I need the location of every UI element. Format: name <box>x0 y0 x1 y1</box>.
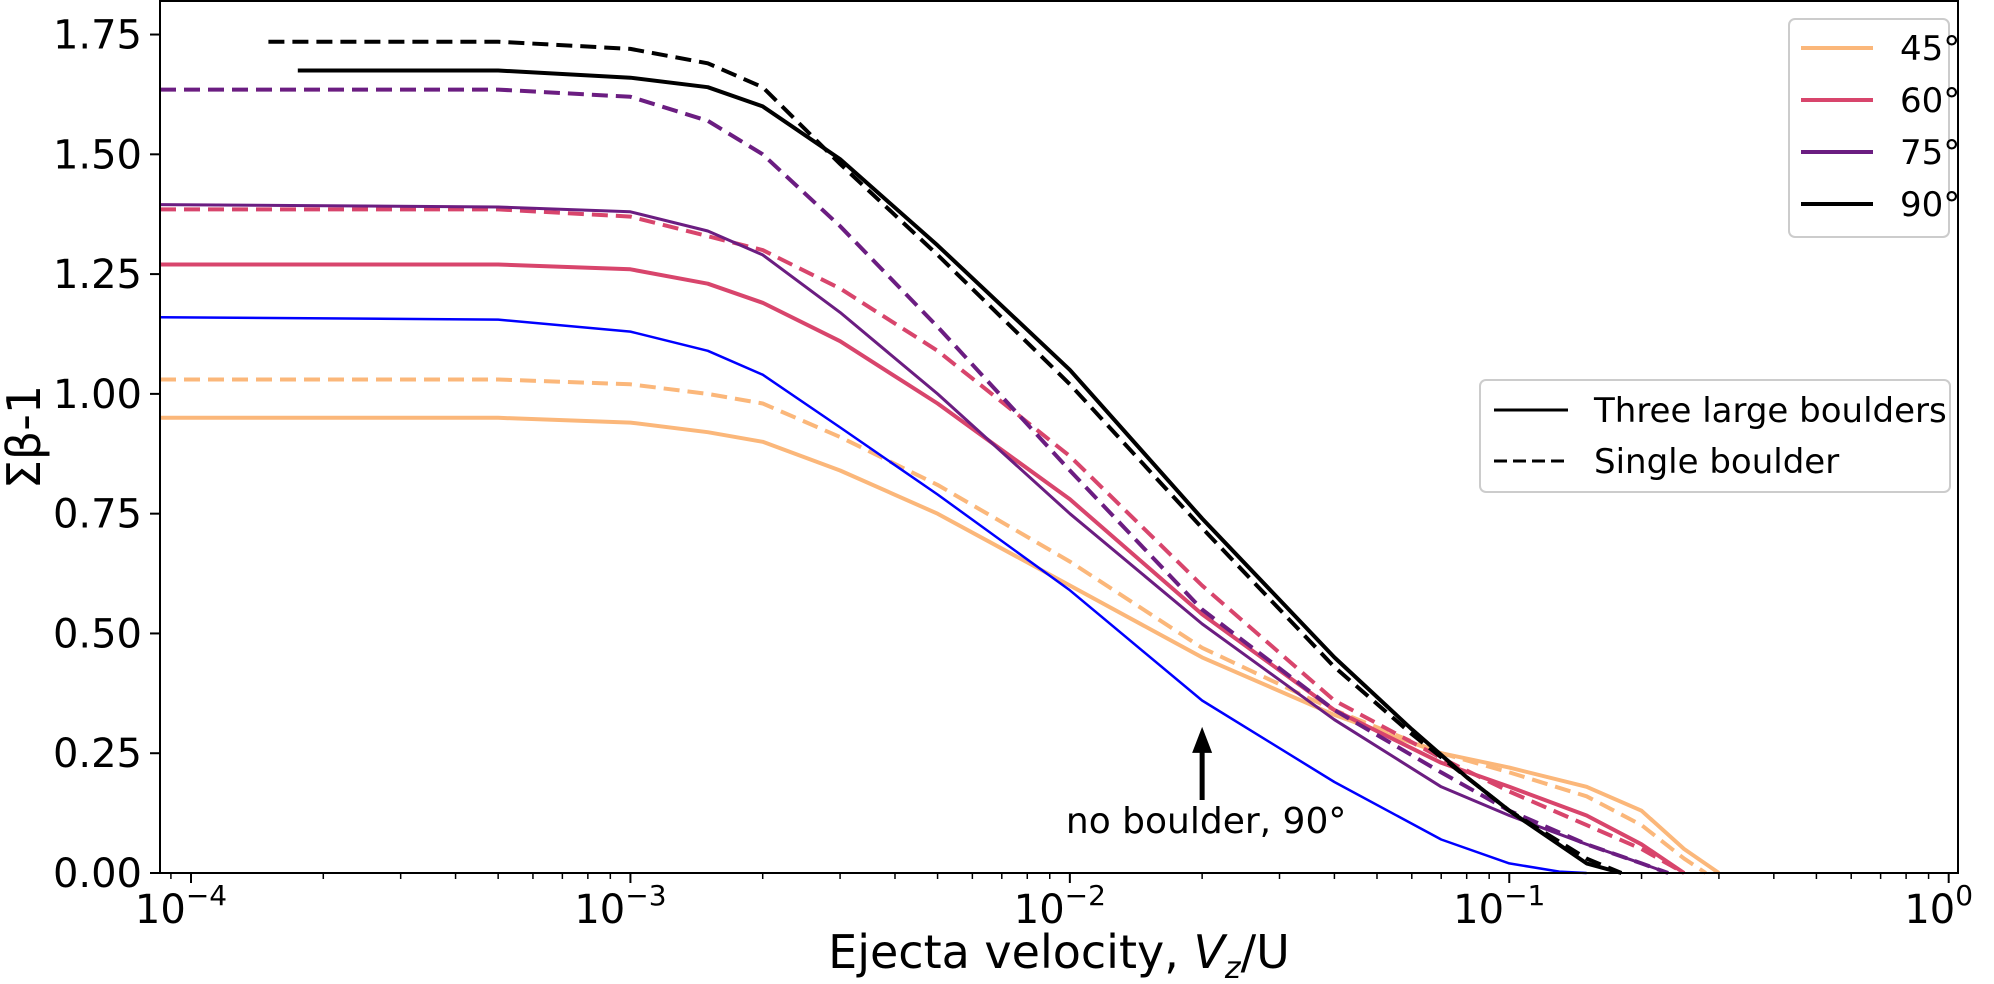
y-axis-label: Σβ-1 <box>0 385 51 489</box>
legend-angles-label: 90° <box>1900 185 1960 225</box>
y-tick-label: 1.50 <box>53 132 142 178</box>
series-line-no-boulder-90 <box>159 315 1587 875</box>
x-tick-label: 10−2 <box>1014 879 1106 933</box>
series-line-60-single <box>160 207 1686 875</box>
annotation-label: no boulder, 90° <box>1066 801 1346 842</box>
legend-angles-label: 45° <box>1900 29 1960 69</box>
series-line-75-three <box>159 203 1669 875</box>
legend-angles-frame <box>1788 18 1950 238</box>
legend-styles-label: Single boulder <box>1594 442 1839 482</box>
x-axis-label: Ejecta velocity, Vz/U <box>828 925 1290 979</box>
y-tick-label: 0.75 <box>53 492 142 538</box>
x-tick-label: 10−3 <box>574 879 666 933</box>
legend-styles-frame <box>1479 379 1951 493</box>
x-tick-label: 10−1 <box>1453 879 1545 933</box>
annotation-arrow-head <box>1192 726 1213 753</box>
legend-angles: 45° 60° 75° 90° <box>1788 18 1960 238</box>
y-tick-label: 0.00 <box>53 851 142 897</box>
x-tick-label: 10−4 <box>135 879 227 933</box>
series-line-75-single <box>160 87 1669 875</box>
legend-styles: Three large boulders Single boulder <box>1479 379 1951 493</box>
series-line-90-single <box>268 39 1623 875</box>
y-tick-label: 1.75 <box>53 13 142 59</box>
legend-angles-label: 60° <box>1900 81 1960 121</box>
x-tick-label: 100 <box>1904 879 1973 933</box>
y-tick-label: 1.00 <box>53 372 142 418</box>
series-line-45-three <box>160 415 1721 875</box>
y-tick-label: 0.50 <box>53 611 142 657</box>
plot-frame <box>159 0 1959 874</box>
annotation: no boulder, 90° <box>1066 726 1346 842</box>
y-tick-label: 1.25 <box>53 252 142 298</box>
series-line-45-single <box>160 377 1707 875</box>
legend-styles-label: Three large boulders <box>1593 391 1947 431</box>
y-tick-label: 0.25 <box>53 731 142 777</box>
legend-angles-label: 75° <box>1900 133 1960 173</box>
series-line-60-three <box>160 262 1686 875</box>
